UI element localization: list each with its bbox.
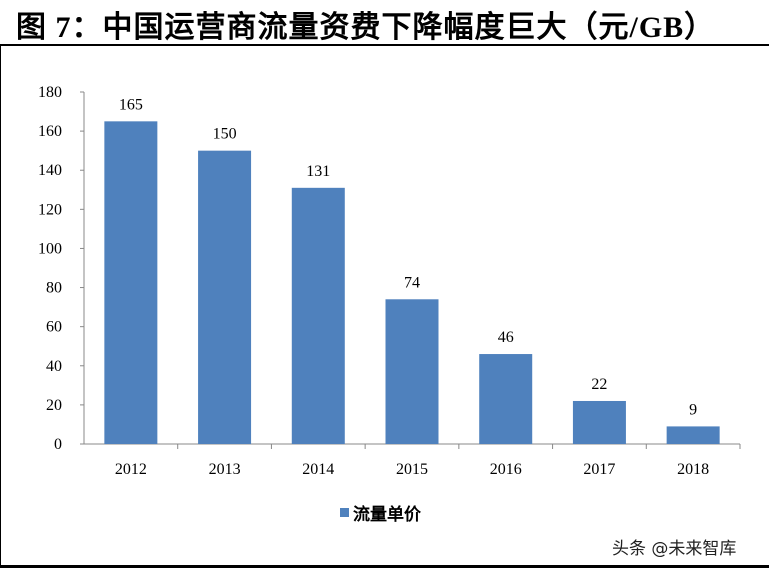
- y-tick-label: 160: [38, 123, 62, 140]
- data-label: 150: [213, 126, 237, 143]
- x-tick-label: 2017: [583, 461, 615, 478]
- legend-label: 流量单价: [353, 505, 421, 525]
- data-label: 165: [119, 96, 143, 113]
- x-tick-label: 2014: [302, 461, 334, 478]
- data-label: 131: [306, 163, 330, 180]
- bar: [479, 354, 533, 444]
- data-label: 46: [498, 329, 514, 346]
- watermark: 头条 @未来智库: [612, 539, 737, 559]
- bar: [385, 299, 439, 444]
- x-tick-label: 2013: [209, 461, 241, 478]
- y-tick-label: 40: [46, 358, 62, 375]
- x-tick-label: 2016: [490, 461, 522, 478]
- y-tick-label: 120: [38, 201, 62, 218]
- x-tick-label: 2015: [396, 461, 428, 478]
- bar: [198, 150, 252, 444]
- y-tick-label: 20: [46, 397, 62, 414]
- y-tick-label: 80: [46, 280, 62, 297]
- bar: [104, 121, 158, 444]
- y-tick-label: 180: [38, 84, 62, 101]
- chart-frame: [0, 44, 769, 568]
- data-label: 74: [404, 274, 420, 291]
- data-label: 9: [689, 401, 697, 418]
- page-title: 图 7：中国运营商流量资费下降幅度巨大（元/GB）: [16, 11, 716, 44]
- legend-swatch: [340, 508, 349, 517]
- x-tick-label: 2012: [115, 461, 147, 478]
- x-tick-label: 2018: [677, 461, 709, 478]
- bar: [291, 187, 345, 445]
- y-tick-label: 100: [38, 240, 62, 257]
- y-tick-label: 60: [46, 319, 62, 336]
- data-label: 22: [591, 376, 607, 393]
- bar: [572, 400, 626, 444]
- y-tick-label: 0: [54, 436, 62, 453]
- bar: [666, 426, 720, 444]
- y-tick-label: 140: [38, 162, 62, 179]
- legend: 流量单价: [340, 500, 421, 525]
